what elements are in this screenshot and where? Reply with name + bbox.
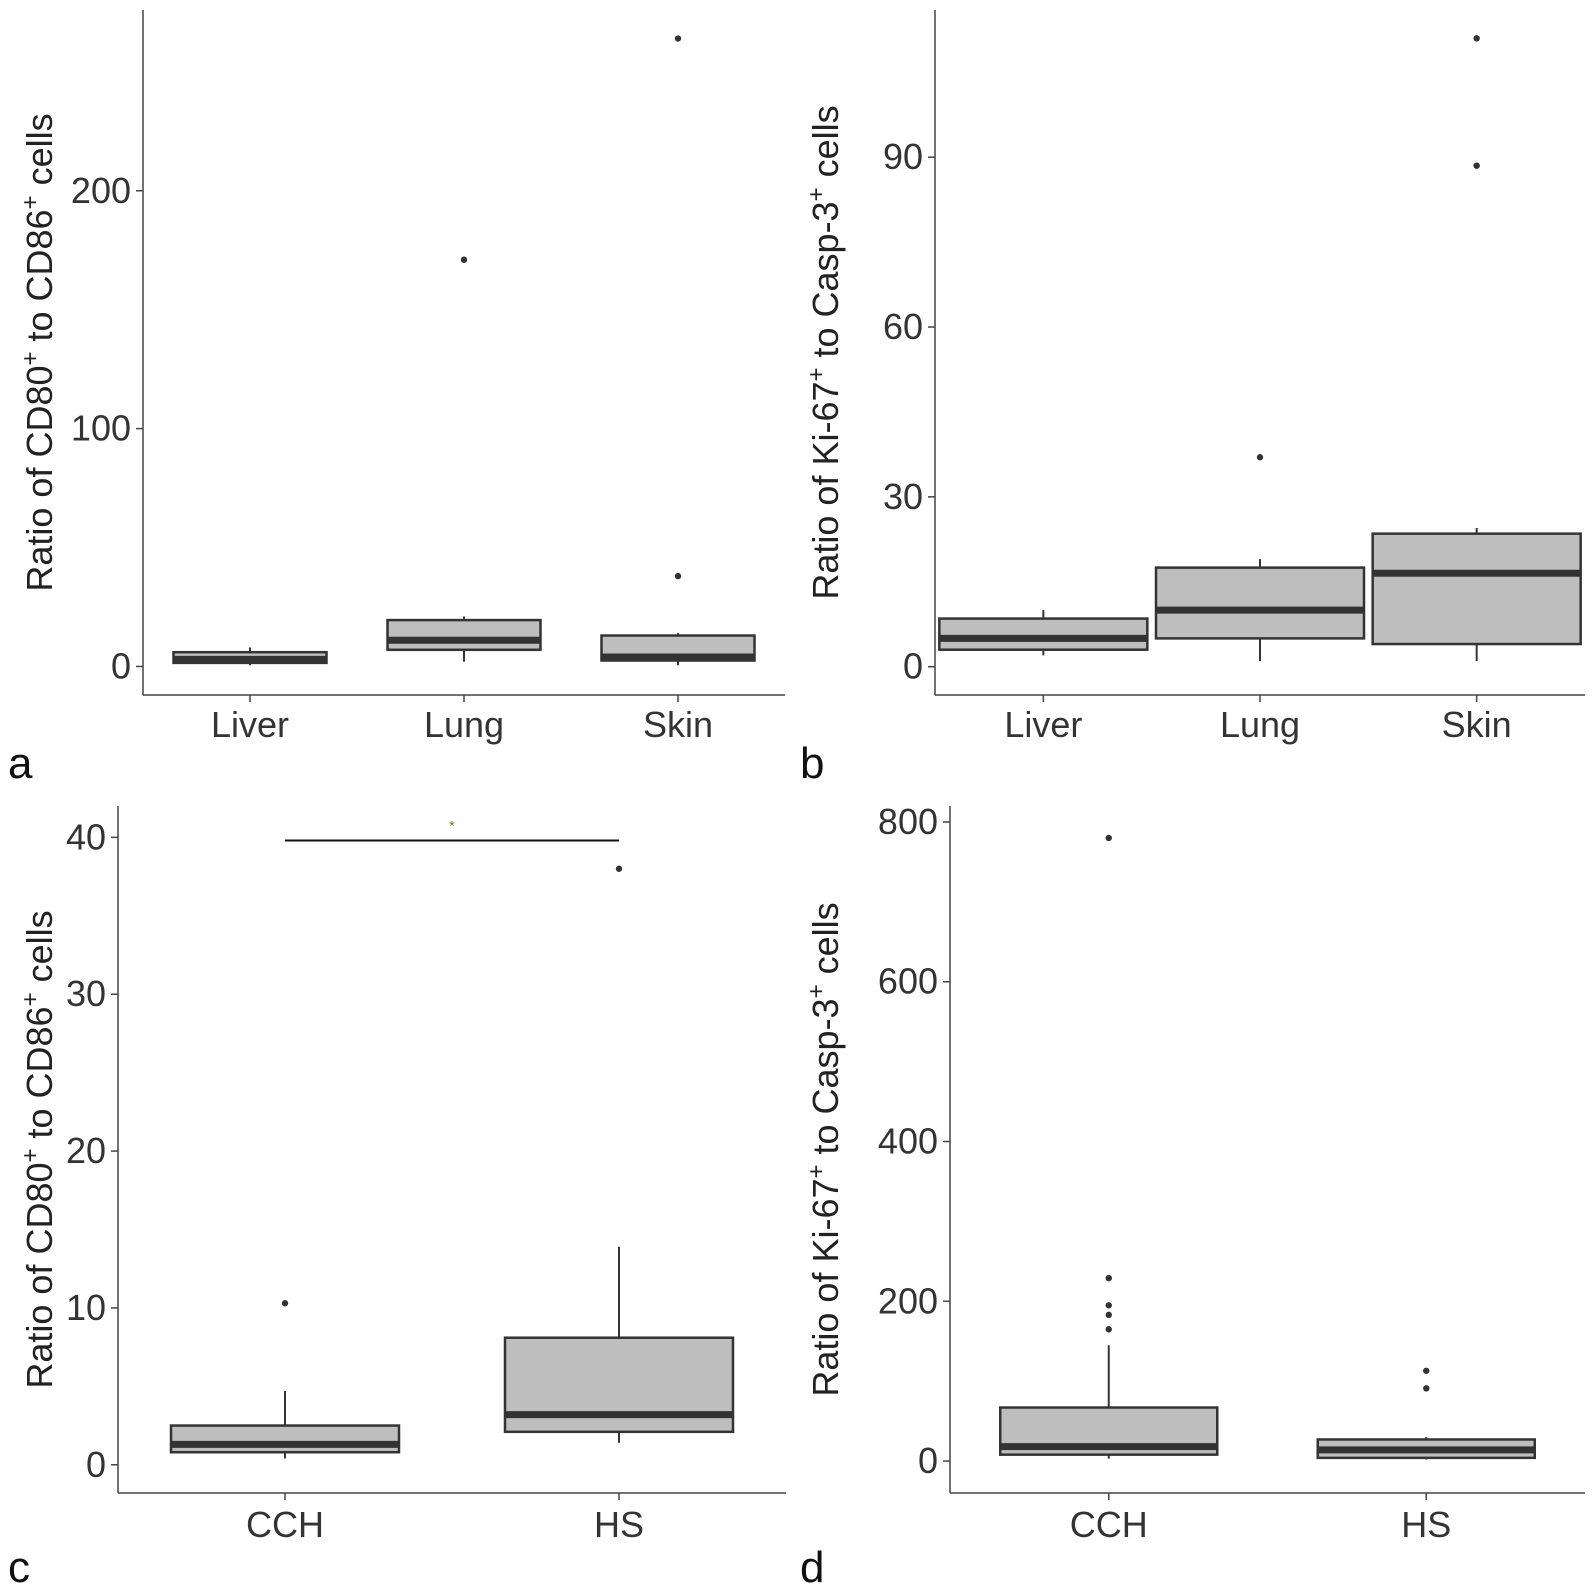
y-axis-title-superscript: + bbox=[803, 1165, 830, 1179]
panel-letter: b bbox=[800, 739, 824, 788]
y-axis-title-superscript: + bbox=[17, 992, 44, 1006]
y-tick-label: 600 bbox=[878, 961, 938, 1002]
y-axis-title-part: Ratio of CD80 bbox=[19, 366, 60, 592]
y-axis-title-superscript: + bbox=[17, 352, 44, 366]
outlier-point bbox=[1423, 1385, 1430, 1392]
y-tick-label: 0 bbox=[918, 1440, 938, 1481]
significance-label: * bbox=[449, 818, 455, 834]
outlier-point bbox=[674, 572, 682, 580]
y-tick-label: 0 bbox=[903, 646, 923, 687]
y-axis-title: Ratio of Ki-67+ to Casp-3+ cells bbox=[803, 902, 846, 1396]
outlier-point bbox=[281, 1300, 289, 1307]
box-skin bbox=[600, 35, 756, 666]
x-tick-label: HS bbox=[594, 1504, 644, 1545]
box-liver bbox=[938, 610, 1149, 656]
box-iqr bbox=[386, 618, 542, 652]
outlier-point bbox=[1473, 162, 1480, 169]
y-tick-label: 0 bbox=[111, 645, 131, 686]
x-tick-label: HS bbox=[1401, 1504, 1451, 1545]
outlier-point bbox=[1473, 35, 1480, 42]
y-axis-title-part: to CD86 bbox=[19, 209, 60, 351]
outlier-point bbox=[1105, 834, 1112, 842]
box-cch bbox=[169, 1300, 401, 1459]
y-tick-label: 200 bbox=[878, 1280, 938, 1321]
outlier-point bbox=[1256, 454, 1264, 461]
y-axis-title-part: cells bbox=[805, 902, 846, 984]
y-tick-label: 800 bbox=[878, 801, 938, 842]
box-cch bbox=[999, 834, 1219, 1459]
y-axis-title: Ratio of Ki-67+ to Casp-3+ cells bbox=[803, 105, 846, 599]
y-tick-label: 30 bbox=[66, 973, 106, 1014]
y-axis-title-part: to Casp-3 bbox=[805, 201, 846, 367]
box-liver bbox=[172, 647, 328, 666]
outlier-point bbox=[460, 256, 468, 263]
outlier-point bbox=[1105, 1311, 1112, 1319]
box-iqr bbox=[938, 617, 1149, 651]
y-tick-label: 200 bbox=[71, 170, 131, 211]
x-tick-label: Lung bbox=[424, 704, 504, 745]
y-axis-title-part: to Casp-3 bbox=[805, 998, 846, 1164]
y-tick-label: 400 bbox=[878, 1121, 938, 1162]
y-axis-title-part: Ratio of Ki-67 bbox=[805, 382, 846, 600]
y-tick-label: 10 bbox=[66, 1287, 106, 1328]
box-iqr bbox=[169, 1424, 401, 1454]
outlier-point bbox=[674, 35, 682, 42]
box-iqr bbox=[1371, 532, 1582, 646]
box-hs bbox=[1316, 1367, 1536, 1460]
panel-letter: c bbox=[8, 1543, 30, 1591]
y-tick-label: 20 bbox=[66, 1130, 106, 1171]
box-hs bbox=[503, 865, 735, 1443]
y-axis-title-part: cells bbox=[805, 105, 846, 187]
x-tick-label: Skin bbox=[643, 704, 713, 745]
y-axis-title-superscript: + bbox=[17, 195, 44, 209]
outlier-point bbox=[1423, 1367, 1430, 1374]
panel-letter: d bbox=[800, 1543, 824, 1591]
x-tick-label: Lung bbox=[1220, 704, 1300, 745]
box-lung bbox=[1154, 454, 1366, 662]
y-tick-label: 60 bbox=[883, 306, 923, 347]
y-tick-label: 40 bbox=[66, 816, 106, 857]
y-tick-label: 90 bbox=[883, 136, 923, 177]
y-axis-title-part: cells bbox=[19, 910, 60, 992]
outlier-point bbox=[1105, 1274, 1112, 1282]
panel-letter: a bbox=[8, 739, 33, 788]
y-axis-title: Ratio of CD80+ to CD86+ cells bbox=[17, 910, 60, 1388]
x-tick-label: CCH bbox=[246, 1504, 324, 1545]
y-axis-title-superscript: + bbox=[803, 368, 830, 382]
x-tick-label: CCH bbox=[1070, 1504, 1148, 1545]
y-axis-title-superscript: + bbox=[803, 984, 830, 998]
y-axis-title-part: to CD86 bbox=[19, 1006, 60, 1148]
y-tick-label: 0 bbox=[86, 1444, 106, 1485]
y-axis-title-superscript: + bbox=[803, 187, 830, 201]
y-axis-title-part: cells bbox=[19, 113, 60, 195]
y-axis-title-superscript: + bbox=[17, 1149, 44, 1163]
outlier-point bbox=[1105, 1302, 1112, 1309]
y-axis-title-part: Ratio of CD80 bbox=[19, 1163, 60, 1389]
box-iqr bbox=[1154, 566, 1366, 640]
y-axis-title: Ratio of CD80+ to CD86+ cells bbox=[17, 113, 60, 591]
y-axis-title-part: Ratio of Ki-67 bbox=[805, 1179, 846, 1397]
box-skin bbox=[1371, 35, 1582, 662]
y-tick-label: 30 bbox=[883, 476, 923, 517]
box-lung bbox=[386, 256, 542, 662]
x-tick-label: Liver bbox=[211, 704, 289, 745]
outlier-point bbox=[615, 865, 623, 872]
outlier-point bbox=[1105, 1326, 1112, 1333]
y-tick-label: 100 bbox=[71, 408, 131, 449]
x-tick-label: Liver bbox=[1004, 704, 1082, 745]
x-tick-label: Skin bbox=[1442, 704, 1512, 745]
